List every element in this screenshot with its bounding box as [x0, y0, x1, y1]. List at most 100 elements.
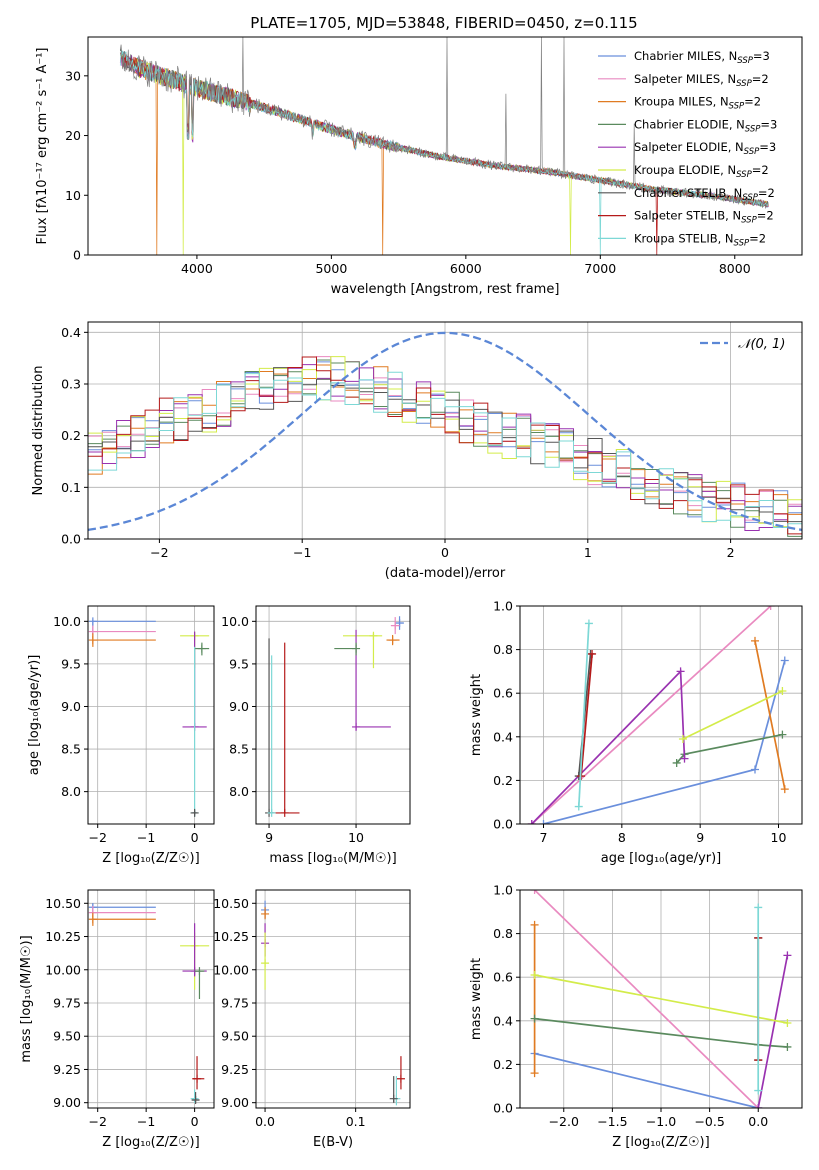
legend-label: Salpeter ELODIE, NSSP=3 — [634, 140, 776, 157]
point-marker — [352, 644, 361, 653]
y-tick-label: 0.4 — [61, 325, 81, 340]
point-marker — [88, 636, 97, 645]
legend-label: Kroupa MILES, NSSP=2 — [634, 95, 761, 112]
series-marker — [672, 758, 681, 767]
y-tick-label: 9.50 — [221, 1029, 249, 1044]
y-tick-label: 8.5 — [229, 742, 249, 757]
panel-weight_vs_Z: −2.0 −1.5 −1.0 −0.5 0.0 0.0 0.2 0.4 0.6 0.8 1.0 Z [… — [469, 883, 803, 1150]
x-tick-label: 7000 — [584, 261, 616, 276]
histogram-salpeter-elodie — [88, 364, 802, 533]
series-marker — [783, 1042, 792, 1051]
y-tick-label: 30 — [65, 68, 81, 83]
histogram-kroupa-elodie — [88, 356, 802, 535]
series-line — [757, 955, 789, 1108]
legend-label: Salpeter MILES, NSSP=2 — [634, 72, 769, 89]
y-tick-label: 1.0 — [493, 599, 513, 614]
x-axis-label: wavelength [Angstrom, rest frame] — [331, 282, 560, 297]
x-tick-label: 1 — [584, 545, 592, 560]
y-tick-label: 0.6 — [493, 686, 513, 701]
plot-area — [88, 331, 802, 537]
series-marker — [780, 656, 789, 665]
y-tick-label: 0.8 — [493, 642, 513, 657]
point-marker — [261, 959, 270, 968]
point-marker — [195, 967, 204, 976]
y-tick-label: 1.0 — [493, 883, 513, 898]
legend-label: Salpeter STELIB, NSSP=2 — [634, 209, 774, 226]
series-line — [531, 669, 686, 824]
y-tick-label: 10.50 — [213, 896, 249, 911]
spectrum-line — [119, 37, 769, 210]
histogram-kroupa-stelib — [88, 371, 802, 531]
x-axis-label: Z [log₁₀(Z/Z☉)] — [612, 1135, 709, 1150]
x-axis-label: mass [log₁₀(M/M☉)] — [269, 851, 396, 866]
x-tick-label: −0.5 — [694, 1114, 724, 1129]
x-tick-label: −1.5 — [597, 1114, 627, 1129]
x-tick-label: 7 — [540, 830, 548, 845]
series-marker — [530, 920, 539, 929]
histogram-salpeter-miles — [88, 356, 802, 532]
x-axis-label: (data-model)/error — [385, 566, 506, 581]
series-marker — [588, 649, 597, 658]
y-tick-label: 9.0 — [61, 699, 81, 714]
series-line — [534, 974, 788, 1024]
panel-age_vs_Z: −2 −1 0 8.0 8.5 9.0 9.5 10.0 Z [log₁₀(Z/Z☉)] age … — [27, 605, 215, 866]
y-tick-label: 10.00 — [45, 962, 81, 977]
x-tick-label: 0 — [191, 1114, 199, 1129]
point-marker — [191, 1096, 200, 1105]
y-tick-label: 9.0 — [229, 699, 249, 714]
x-tick-label: 8 — [618, 830, 626, 845]
point-marker — [389, 1094, 398, 1103]
y-tick-label: 0.0 — [493, 1101, 513, 1116]
x-axis-label: age [log₁₀(age/yr)] — [601, 851, 722, 866]
x-tick-label: 0.0 — [748, 1114, 768, 1129]
x-tick-label: 8000 — [719, 261, 751, 276]
plot-area — [530, 890, 792, 1108]
y-tick-label: 10.0 — [221, 614, 249, 629]
axes-frame — [519, 605, 803, 825]
series-marker — [766, 606, 775, 610]
series-marker — [527, 820, 536, 824]
y-tick-label: 9.50 — [53, 1029, 81, 1044]
axes-frame — [519, 889, 803, 1109]
x-axis-label: E(B-V) — [313, 1135, 353, 1150]
point-marker — [280, 808, 289, 817]
series-marker — [530, 1069, 539, 1078]
y-tick-label: 0.4 — [493, 729, 513, 744]
series-marker — [754, 903, 763, 912]
x-tick-label: 0 — [441, 545, 449, 560]
series-marker — [751, 636, 759, 645]
x-tick-label: −1.0 — [646, 1114, 676, 1129]
x-tick-label: 10 — [771, 830, 787, 845]
y-tick-label: 10.25 — [213, 929, 249, 944]
series-line — [534, 1052, 759, 1108]
x-tick-label: 0.1 — [346, 1114, 366, 1129]
point-marker — [190, 808, 199, 817]
point-marker — [391, 621, 400, 630]
x-tick-label: 9 — [265, 830, 273, 845]
series-marker — [754, 1104, 763, 1108]
y-tick-label: 10.0 — [53, 614, 81, 629]
series-marker — [680, 754, 689, 763]
x-tick-label: 4000 — [181, 261, 213, 276]
plot-area — [88, 903, 210, 1105]
legend-label: Kroupa STELIB, NSSP=2 — [634, 231, 766, 248]
figure-title: PLATE=1705, MJD=53848, FIBERID=0450, z=0… — [250, 14, 637, 32]
plot-area — [88, 617, 210, 817]
x-tick-label: −1 — [137, 1114, 155, 1129]
y-tick-label: 8.5 — [61, 742, 81, 757]
x-axis-label: Z [log₁₀(Z/Z☉)] — [102, 851, 199, 866]
y-tick-label: 9.5 — [61, 656, 81, 671]
legend-label: Chabrier MILES, NSSP=3 — [634, 49, 770, 66]
point-marker — [396, 1074, 405, 1083]
histogram-salpeter-stelib — [88, 356, 802, 537]
y-tick-label: 9.00 — [53, 1095, 81, 1110]
panel-mass_vs_ebv: 0.0 0.1 9.00 9.25 9.50 9.75 10.00 10.25 10.50 E(B… — [213, 889, 411, 1150]
x-tick-label: −2 — [88, 830, 106, 845]
spectrum-line — [134, 58, 769, 255]
series-line — [577, 623, 590, 807]
panel-residuals: −2 −1 0 1 2 0.0 0.1 0.2 0.3 0.4 (data-model)/error… — [31, 321, 803, 581]
x-tick-label: −1 — [137, 830, 155, 845]
panel-mass_vs_Z: −2 −1 0 9.00 9.25 9.50 9.75 10.00 10.25 10.50 Z [l… — [19, 889, 215, 1150]
series-marker — [780, 785, 789, 794]
